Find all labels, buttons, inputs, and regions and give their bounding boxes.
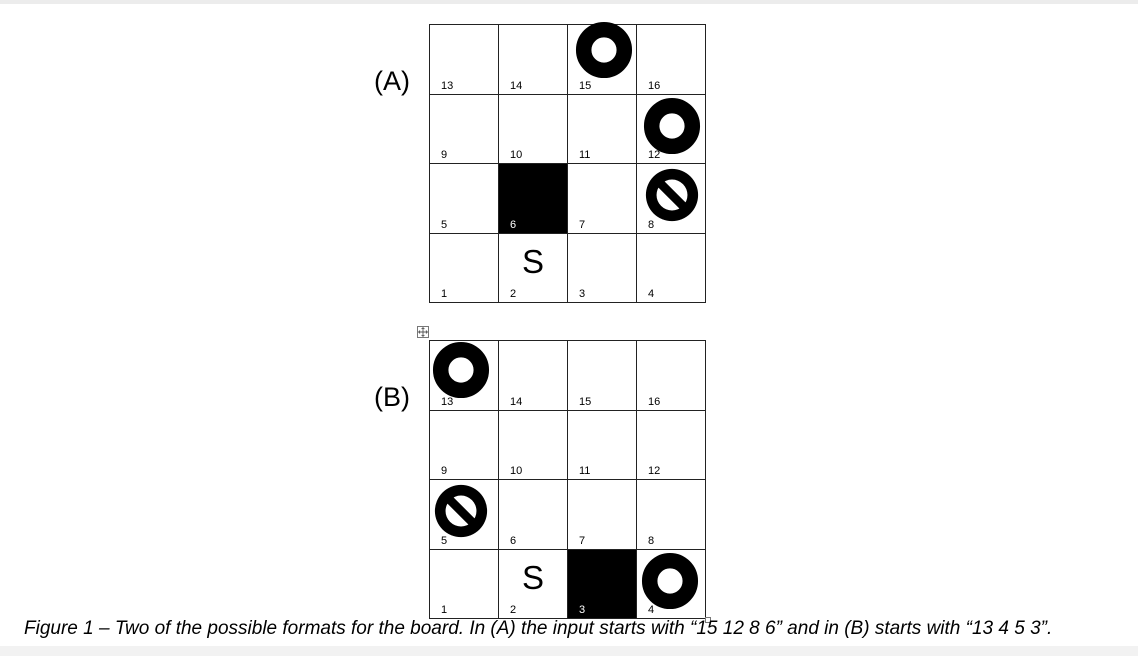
page-edge (0, 0, 1138, 4)
cell-number: 9 (441, 149, 447, 161)
board-cell: 13 (430, 341, 499, 411)
cell-number: 14 (510, 80, 522, 92)
board-cell: 12 (637, 95, 706, 165)
cell-number: 15 (579, 396, 591, 408)
board-cell: 12 (637, 411, 706, 481)
cell-number: 16 (648, 396, 660, 408)
no-entry-icon (432, 482, 490, 540)
ring-icon (641, 552, 699, 610)
board-a-label: (A) (374, 66, 410, 96)
start-marker: S (499, 242, 567, 282)
cell-number: 3 (579, 604, 585, 616)
board-cell: 15 (568, 25, 637, 95)
cell-number: 6 (510, 219, 516, 231)
cell-number: 13 (441, 396, 453, 408)
board-b: 13 14 15 16 9 10 11 12 5 6 7 8 1 S 2 3 4 (429, 340, 706, 619)
cell-number: 13 (441, 80, 453, 92)
cell-number: 11 (579, 149, 590, 161)
board-cell: 11 (568, 95, 637, 165)
cell-number: 10 (510, 149, 522, 161)
board-cell: 10 (499, 95, 568, 165)
board-cell: 7 (568, 164, 637, 234)
board-cell: 7 (568, 480, 637, 550)
cell-number: 12 (648, 149, 660, 161)
ring-icon (575, 21, 633, 79)
blocked-cell: 3 (568, 550, 637, 620)
cell-number: 8 (648, 219, 654, 231)
board-cell: 6 (499, 480, 568, 550)
cell-number: 15 (579, 80, 591, 92)
board-cell: 13 (430, 25, 499, 95)
board-cell: 5 (430, 164, 499, 234)
cell-number: 1 (441, 604, 447, 616)
cell-number: 9 (441, 465, 447, 477)
cell-number: 5 (441, 219, 447, 231)
board-cell: 3 (568, 234, 637, 304)
board-cell: 14 (499, 341, 568, 411)
cell-number: 1 (441, 288, 447, 300)
cell-number: 4 (648, 288, 654, 300)
cell-number: 8 (648, 535, 654, 547)
board-cell: 15 (568, 341, 637, 411)
board-cell: 8 (637, 164, 706, 234)
cell-number: 2 (510, 604, 516, 616)
cell-number: 6 (510, 535, 516, 547)
cell-number: 3 (579, 288, 585, 300)
board-cell: 14 (499, 25, 568, 95)
ring-icon (643, 97, 701, 155)
no-entry-icon (643, 166, 701, 224)
cell-number: 4 (648, 604, 654, 616)
start-marker: S (499, 558, 567, 598)
cell-number: 12 (648, 465, 660, 477)
board-cell: 4 (637, 550, 706, 620)
board-a: 13 14 15 16 9 10 11 12 5 6 7 8 1 S 2 3 4 (429, 24, 706, 303)
cell-number: 16 (648, 80, 660, 92)
board-cell: 9 (430, 411, 499, 481)
ring-icon (432, 341, 490, 399)
board-b-label: (B) (374, 382, 410, 412)
board-cell: 16 (637, 25, 706, 95)
cell-number: 10 (510, 465, 522, 477)
board-cell: 1 (430, 550, 499, 620)
page-bottom-edge (0, 646, 1138, 656)
board-cell: 8 (637, 480, 706, 550)
board-cell: 4 (637, 234, 706, 304)
cell-number: 7 (579, 219, 585, 231)
figure-caption: Figure 1 – Two of the possible formats f… (24, 617, 1124, 641)
cell-number: 11 (579, 465, 590, 477)
cell-number: 5 (441, 535, 447, 547)
cell-number: 7 (579, 535, 585, 547)
blocked-cell: 6 (499, 164, 568, 234)
cell-number: 2 (510, 288, 516, 300)
board-cell: 10 (499, 411, 568, 481)
cell-number: 14 (510, 396, 522, 408)
board-cell: 9 (430, 95, 499, 165)
move-arrows-icon (418, 327, 428, 337)
board-cell: 5 (430, 480, 499, 550)
board-cell: 1 (430, 234, 499, 304)
board-cell: 11 (568, 411, 637, 481)
board-cell: 16 (637, 341, 706, 411)
table-move-handle[interactable] (417, 326, 429, 338)
